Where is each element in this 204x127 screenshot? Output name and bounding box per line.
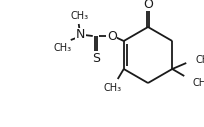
- Text: S: S: [92, 52, 100, 65]
- Text: N: N: [76, 28, 85, 42]
- Text: CH₃: CH₃: [54, 43, 72, 53]
- Text: CH₃: CH₃: [192, 78, 204, 88]
- Text: CH₃: CH₃: [71, 11, 89, 21]
- Text: CH₃: CH₃: [195, 55, 204, 65]
- Text: O: O: [107, 29, 117, 43]
- Text: O: O: [143, 0, 153, 11]
- Text: CH₃: CH₃: [104, 83, 122, 93]
